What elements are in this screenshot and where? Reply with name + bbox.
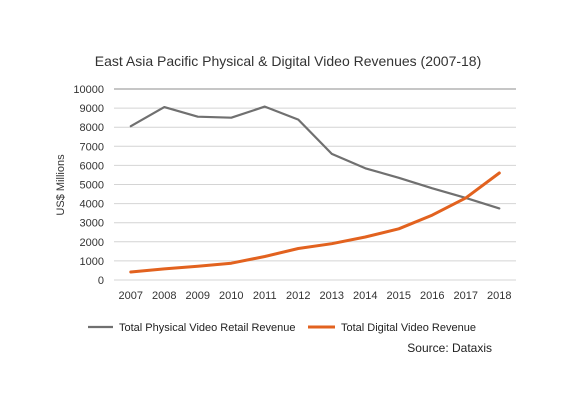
gridlines <box>114 88 516 281</box>
x-tick-label: 2012 <box>286 290 310 302</box>
y-tick-label: 9000 <box>80 103 104 115</box>
y-tick-label: 3000 <box>80 218 104 230</box>
x-tick-label: 2011 <box>253 290 277 302</box>
legend-label: Total Digital Video Revenue <box>341 322 476 334</box>
x-tick-label: 2010 <box>219 290 243 302</box>
x-tick-label: 2016 <box>420 290 444 302</box>
x-tick-labels: 2007 2008 2009 2010 2011 2012 2013 2014 2015 2016… <box>119 290 512 302</box>
legend: Total Physical Video Retail Revenue Total… <box>88 322 476 334</box>
y-tick-label: 7000 <box>80 141 104 153</box>
x-tick-label: 2014 <box>353 290 377 302</box>
x-tick-label: 2007 <box>119 290 143 302</box>
y-axis-label: US$ Millions <box>55 154 67 216</box>
x-tick-label: 2013 <box>320 290 344 302</box>
series-line-digital <box>129 171 501 274</box>
y-tick-label: 8000 <box>80 122 104 134</box>
x-tick-label: 2017 <box>454 290 478 302</box>
source-note: Source: Dataxis <box>407 341 492 355</box>
series-lines <box>129 105 501 274</box>
y-tick-label: 6000 <box>80 160 104 172</box>
x-tick-label: 2008 <box>152 290 176 302</box>
x-tick-label: 2015 <box>387 290 411 302</box>
y-tick-labels: 0 1000 2000 3000 4000 5000 6000 7000 8000 9000 100… <box>73 84 104 287</box>
chart-title: East Asia Pacific Physical & Digital Vid… <box>95 53 482 69</box>
x-tick-label: 2009 <box>186 290 210 302</box>
y-tick-label: 2000 <box>80 237 104 249</box>
x-tick-label: 2018 <box>487 290 511 302</box>
y-tick-label: 0 <box>98 275 104 287</box>
y-tick-label: 10000 <box>73 84 104 96</box>
y-tick-label: 1000 <box>80 256 104 268</box>
legend-label: Total Physical Video Retail Revenue <box>119 322 296 334</box>
y-tick-label: 4000 <box>80 199 104 211</box>
series-line-physical <box>129 105 501 210</box>
y-tick-label: 5000 <box>80 180 104 192</box>
